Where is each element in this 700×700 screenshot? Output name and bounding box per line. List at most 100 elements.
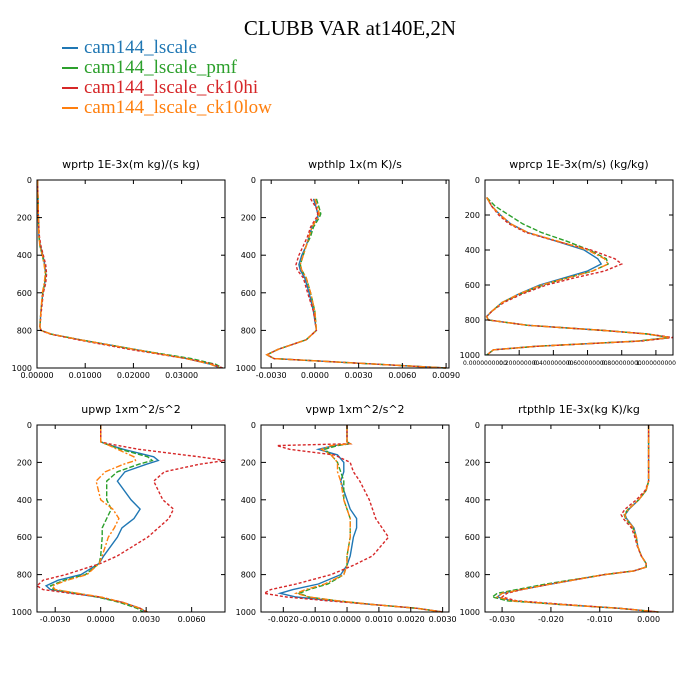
series-line-cam144-lscale-ck10low — [51, 425, 149, 613]
y-tick-label: 1000 — [236, 608, 256, 617]
x-tick-label: 0.0000000000 — [463, 360, 507, 367]
panel-title: upwp 1xm^2/s^2 — [81, 403, 181, 416]
x-tick-label: 0.0090 — [432, 371, 460, 380]
y-tick-label: 600 — [17, 289, 32, 298]
panel-title: vpwp 1xm^2/s^2 — [305, 403, 404, 416]
legend-label: cam144_lscale_ck10low — [84, 97, 272, 118]
series-line-cam144-lscale-ck10hi — [265, 198, 447, 369]
x-tick-label: 0.00000 — [20, 371, 53, 380]
panel-title: wpthlp 1x(m K)/s — [308, 158, 402, 171]
x-tick-label: 0.01000 — [69, 371, 102, 380]
x-tick-label: 0.600000000 — [567, 360, 607, 367]
series-line-cam144-lscale — [277, 425, 443, 613]
series-line-cam144-lscale — [44, 425, 160, 613]
y-tick-label: 0 — [27, 421, 32, 430]
y-tick-label: 200 — [17, 458, 32, 467]
series-line-cam144-lscale-ck10hi — [485, 197, 674, 356]
series-line-cam144-lscale-ck10low — [495, 425, 659, 613]
y-tick-label: 0 — [251, 421, 256, 430]
x-tick-label: -0.0020 — [268, 615, 299, 624]
y-tick-label: 800 — [465, 571, 480, 580]
series-line-cam144-lscale-pmf — [297, 425, 443, 613]
legend-label: cam144_lscale_pmf — [84, 57, 238, 78]
series-line-cam144-lscale-ck10low — [485, 197, 670, 356]
y-tick-label: 800 — [17, 326, 32, 335]
legend-item: cam144_lscale_ck10hi — [62, 78, 272, 98]
x-tick-label: 0.0000 — [301, 371, 329, 380]
x-tick-label: -0.0030 — [40, 615, 71, 624]
legend-label: cam144_lscale_ck10hi — [84, 77, 259, 98]
panel-frame — [36, 424, 226, 613]
panel-1: wprtp 1E-3x(m kg)/(s kg) 0 200 400 600 800 100… — [12, 158, 226, 380]
legend: cam144_lscale cam144_lscale_pmf cam144_lsc… — [62, 38, 272, 118]
x-tick-label: 0.0030 — [132, 615, 160, 624]
x-tick-label: -0.030 — [489, 615, 515, 624]
x-tick-label: 1.000000000 — [636, 360, 676, 367]
series-line-cam144-lscale — [485, 197, 670, 356]
y-tick-label: 800 — [17, 571, 32, 580]
y-tick-label: 200 — [465, 458, 480, 467]
y-tick-label: 1000 — [12, 364, 32, 373]
x-tick-label: 0.0020 — [397, 615, 425, 624]
y-tick-label: 200 — [241, 458, 256, 467]
y-tick-label: 600 — [17, 533, 32, 542]
y-tick-label: 600 — [241, 289, 256, 298]
x-tick-label: -0.020 — [538, 615, 564, 624]
y-tick-label: 0 — [475, 421, 480, 430]
y-tick-label: 400 — [241, 496, 256, 505]
y-tick-label: 800 — [241, 326, 256, 335]
y-tick-label: 600 — [465, 281, 480, 290]
panel-5: vpwp 1xm^2/s^2 0 200 400 600 800 1000 -0.0020 -0… — [236, 403, 457, 624]
panel-title: rtpthlp 1E-3x(kg K)/kg — [518, 403, 640, 416]
y-tick-label: 1000 — [236, 364, 256, 373]
x-tick-label: 0.400000000 — [533, 360, 573, 367]
y-tick-label: 200 — [17, 214, 32, 223]
x-tick-label: 0.800000000 — [602, 360, 642, 367]
legend-swatch — [62, 67, 78, 69]
x-tick-label: 0.000 — [637, 615, 660, 624]
panel-2: wpthlp 1x(m K)/s 0 200 400 600 800 1000-0.0030… — [236, 158, 460, 380]
series-line-cam144-lscale-ck10hi — [500, 425, 659, 613]
x-tick-label: 0.03000 — [165, 371, 198, 380]
y-tick-label: 0 — [475, 176, 480, 185]
series-line-cam144-lscale-ck10low — [36, 179, 221, 369]
series-line-cam144-lscale-ck10low — [265, 198, 447, 369]
x-tick-label: 0.0000 — [333, 615, 361, 624]
series-line-cam144-lscale-ck10low — [293, 425, 443, 613]
legend-item: cam144_lscale — [62, 38, 272, 58]
legend-swatch — [62, 107, 78, 109]
series-line-cam144-lscale-pmf — [490, 425, 659, 613]
y-tick-label: 400 — [17, 496, 32, 505]
legend-swatch — [62, 47, 78, 49]
series-line-cam144-lscale — [265, 198, 447, 369]
x-tick-label: 0.0030 — [429, 615, 457, 624]
series-line-cam144-lscale-pmf — [265, 198, 447, 369]
panel-3: wprcp 1E-3x(m/s) (kg/kg) 0 200 400 600 800 100… — [460, 158, 676, 367]
y-tick-label: 1000 — [12, 608, 32, 617]
x-tick-label: 0.0060 — [388, 371, 416, 380]
panel-frame — [484, 179, 674, 356]
y-tick-label: 0 — [251, 176, 256, 185]
y-tick-label: 400 — [465, 496, 480, 505]
x-tick-label: 0.02000 — [117, 371, 150, 380]
panel-frame — [260, 424, 450, 613]
panel-frame — [260, 179, 450, 369]
x-tick-label: 0.0030 — [345, 371, 373, 380]
y-tick-label: 400 — [17, 251, 32, 260]
y-tick-label: 600 — [241, 533, 256, 542]
panel-6: rtpthlp 1E-3x(kg K)/kg02004006008001000-… — [460, 403, 674, 624]
legend-item: cam144_lscale_pmf — [62, 58, 272, 78]
series-line-cam144-lscale-ck10hi — [36, 179, 223, 369]
x-tick-label: 0.0060 — [178, 615, 206, 624]
series-line-cam144-lscale — [495, 425, 659, 613]
x-tick-label: 0.0010 — [365, 615, 393, 624]
panel-title: wprtp 1E-3x(m kg)/(s kg) — [62, 158, 200, 171]
series-line-cam144-lscale-pmf — [485, 197, 670, 356]
series-line-cam144-lscale-ck10hi — [35, 425, 226, 613]
panel-4: upwp 1xm^2/s^2 0 200 400 600 800 1000 -0.0030 0.… — [12, 403, 226, 624]
x-tick-label: -0.010 — [587, 615, 613, 624]
y-tick-label: 1000 — [460, 351, 480, 360]
figure-title: CLUBB VAR at140E,2N — [243, 16, 457, 40]
